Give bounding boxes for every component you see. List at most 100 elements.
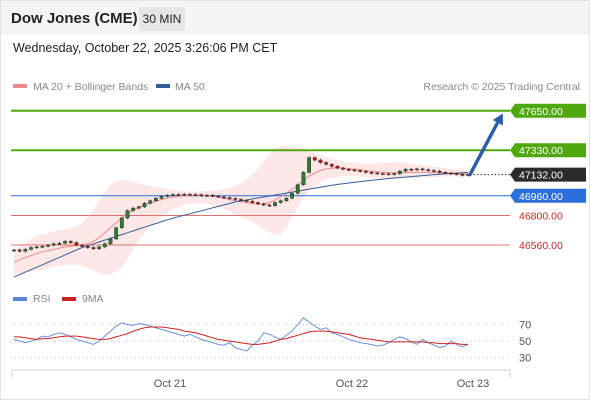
candle [329, 164, 334, 167]
candle [51, 243, 56, 246]
x-tick-2: Oct 23 [457, 378, 489, 390]
candle [216, 195, 221, 198]
forecast-arrow-shaft [468, 122, 499, 177]
candle [239, 199, 243, 201]
candle [420, 168, 425, 171]
candle [131, 207, 136, 211]
candle [256, 202, 260, 204]
candle [443, 172, 448, 174]
candle [307, 157, 312, 173]
candle [57, 242, 62, 245]
level-label-4: 46800.00 [519, 210, 563, 222]
instrument-title: Dow Jones (CME) [11, 10, 138, 27]
candle [182, 194, 187, 196]
candle [454, 173, 459, 175]
candle [205, 194, 209, 197]
candle [210, 194, 215, 197]
level-label-1: 47330.00 [519, 145, 563, 157]
candle [159, 196, 164, 199]
header-bar: Dow Jones (CME) 30 MIN [1, 1, 589, 35]
rsi-ma-line [14, 326, 468, 345]
timestamp: Wednesday, October 22, 2025 3:26:06 PM C… [13, 41, 278, 55]
bollinger-band [14, 145, 468, 275]
candle [352, 169, 357, 172]
x-axis: Oct 21 Oct 22 Oct 23 [154, 378, 489, 390]
candle [250, 201, 255, 203]
ma50-legend-label: MA 50 [175, 81, 205, 93]
candle [222, 196, 226, 199]
candle [375, 172, 380, 175]
timeframe-button[interactable]: 30 MIN [139, 7, 185, 31]
candle [34, 246, 39, 249]
candle [290, 193, 294, 199]
rsi-legend-label: RSI [33, 293, 51, 305]
candle [295, 184, 300, 194]
level-label-0: 47650.00 [519, 106, 563, 118]
level-tag-0 [510, 103, 586, 118]
candle [244, 200, 249, 202]
candle [437, 170, 442, 173]
candle [346, 169, 351, 171]
level-tag-3 [510, 188, 586, 203]
candle [460, 174, 465, 176]
candle [415, 168, 419, 171]
candle [233, 198, 238, 200]
candle [80, 244, 85, 247]
forecast-arrow-head [492, 113, 503, 126]
rsi-panel: 70 50 30 [11, 317, 531, 365]
candle [142, 202, 147, 208]
candle [74, 242, 79, 246]
candle [369, 172, 374, 174]
candle [324, 162, 329, 165]
candle [170, 194, 175, 196]
level-label-2: 47132.00 [519, 170, 563, 182]
candle [46, 244, 50, 247]
candle [102, 243, 107, 248]
candle [108, 238, 113, 245]
ma50-legend-swatch [156, 84, 170, 88]
candle [165, 194, 170, 197]
candle [85, 246, 90, 248]
candle [193, 194, 198, 196]
rsi-tick-50: 50 [519, 336, 531, 348]
candle [23, 249, 28, 252]
rsi-tick-70: 70 [519, 319, 531, 331]
candle [278, 200, 283, 203]
candle [148, 200, 153, 204]
ma20-legend-label: MA 20 + Bollinger Bands [33, 81, 148, 93]
rsi-legend-swatch [13, 297, 27, 301]
candle [341, 167, 346, 170]
price-panel: 47650.00 47330.00 47132.00 46960.00 46800.00… [11, 103, 586, 278]
candle [136, 206, 141, 209]
rsi-line [13, 317, 469, 352]
candle [403, 169, 408, 172]
candle [449, 172, 453, 175]
rsi-ma-legend-swatch [62, 297, 76, 301]
candle [409, 169, 414, 171]
ma20-legend-swatch [13, 84, 27, 88]
candle [386, 173, 391, 176]
candle [227, 197, 232, 199]
candle [176, 194, 181, 196]
candle [97, 246, 102, 249]
candle [199, 194, 204, 196]
candle [318, 159, 323, 163]
candle [125, 210, 130, 219]
candle [188, 194, 192, 196]
candle [392, 173, 397, 175]
level-tag-2 [510, 167, 586, 182]
candle [63, 241, 67, 244]
candle [426, 169, 431, 171]
candle [114, 227, 119, 240]
candle [40, 246, 45, 248]
level-label-5: 46560.00 [519, 240, 563, 252]
candle [153, 198, 158, 201]
candle [397, 170, 402, 174]
level-label-3: 46960.00 [519, 191, 563, 203]
candle [261, 203, 266, 206]
candle [29, 247, 33, 250]
credit-text: Research © 2025 Trading Central [423, 81, 580, 93]
candle [12, 249, 16, 252]
rsi-tick-30: 30 [519, 353, 531, 365]
